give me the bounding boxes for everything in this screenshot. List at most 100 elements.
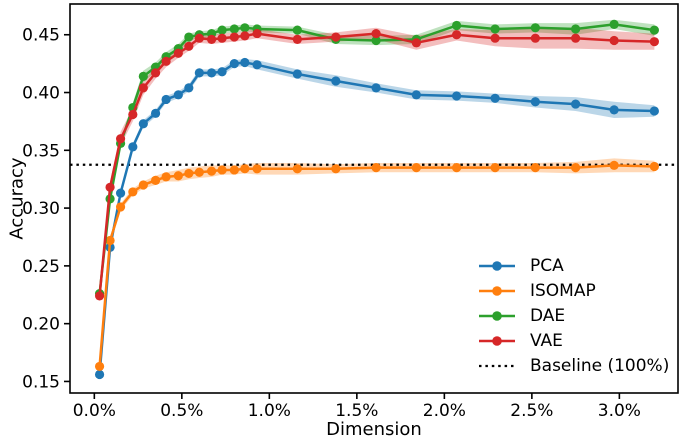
series-PCA-marker	[609, 105, 619, 115]
series-ISOMAP-marker	[240, 164, 250, 174]
legend-label: PCA	[530, 255, 564, 276]
series-PCA-marker	[252, 60, 262, 70]
series-DAE-marker	[571, 24, 581, 34]
series-PCA-marker	[217, 67, 227, 77]
series-VAE-marker	[240, 31, 250, 41]
series-PCA-marker	[530, 97, 540, 107]
series-ISOMAP-marker	[138, 180, 148, 190]
series-PCA-marker	[571, 99, 581, 109]
y-tick-label: 0.35	[22, 141, 60, 161]
series-PCA-marker	[490, 93, 500, 103]
series-VAE-marker	[411, 38, 421, 48]
legend-label: VAE	[530, 330, 563, 351]
series-VAE-marker	[150, 68, 161, 78]
series-DAE-marker	[371, 35, 381, 46]
y-tick-label: 0.40	[22, 84, 60, 104]
x-tick-label: 1.5%	[335, 401, 378, 421]
series-VAE-marker	[530, 33, 540, 43]
series-PCA-marker	[138, 119, 148, 129]
x-tick-label: 1.0%	[248, 401, 291, 421]
x-axis-label: Dimension	[326, 419, 422, 440]
series-VAE-marker	[115, 134, 126, 144]
series-PCA-marker	[371, 83, 381, 93]
series-DAE-marker	[138, 71, 148, 81]
series-ISOMAP-marker	[331, 164, 341, 174]
series-ISOMAP-marker	[530, 163, 540, 173]
x-tick-label: 0.0%	[73, 401, 116, 421]
series-VAE-marker	[571, 33, 581, 43]
series-ISOMAP-marker	[94, 361, 105, 372]
series-DAE-marker	[649, 25, 659, 35]
series-PCA-marker	[173, 90, 183, 100]
plot-frame	[69, 3, 679, 394]
series-PCA-marker	[452, 91, 462, 101]
series-PCA-marker	[331, 76, 341, 86]
series-PCA-marker	[150, 108, 161, 118]
legend-sample-baseline	[479, 364, 515, 367]
series-ISOMAP-marker	[217, 165, 227, 175]
series-VAE-marker	[252, 28, 262, 39]
series-PCA-marker	[94, 369, 105, 380]
series-VAE-marker	[371, 28, 381, 39]
series-VAE-marker	[490, 33, 500, 43]
y-tick-label: 0.30	[22, 199, 60, 219]
series-VAE-marker	[331, 32, 341, 42]
series-PCA-marker	[649, 106, 659, 116]
y-tick-label: 0.25	[22, 257, 60, 277]
series-DAE-marker	[609, 19, 619, 29]
series-ISOMAP-marker	[490, 163, 500, 173]
legend-sample-pca	[479, 260, 515, 271]
legend-item-vae: VAE	[477, 328, 669, 353]
y-tick-label: 0.20	[22, 315, 60, 335]
series-PCA-marker	[128, 142, 138, 152]
y-tick-label: 0.15	[22, 372, 60, 392]
series-ISOMAP-marker	[229, 165, 239, 175]
legend: PCA ISOMAP DAE VAE Baseline (100%)	[477, 253, 669, 378]
legend-item-dae: DAE	[477, 303, 669, 328]
series-VAE-marker	[94, 291, 105, 301]
series-VAE-marker	[609, 35, 619, 46]
series-PCA-marker	[194, 68, 204, 78]
series-PCA-marker	[161, 94, 171, 105]
series-ISOMAP-marker	[649, 161, 659, 172]
series-VAE-marker	[649, 37, 659, 47]
y-tick-label: 0.45	[22, 26, 60, 46]
series-ISOMAP-marker	[115, 202, 126, 212]
series-ISOMAP-marker	[184, 168, 194, 179]
x-tick-label: 3.0%	[598, 401, 641, 421]
series-PCA-marker	[115, 188, 126, 198]
x-tick-label: 0.5%	[160, 401, 203, 421]
series-ISOMAP-marker	[105, 235, 115, 246]
series-PCA-marker	[292, 69, 302, 79]
series-VAE-marker	[128, 109, 138, 120]
series-DAE-marker	[490, 24, 500, 34]
legend-label: ISOMAP	[530, 280, 596, 301]
series-DAE-marker	[229, 24, 239, 34]
legend-sample-vae	[479, 335, 515, 346]
series-PCA-marker	[206, 68, 217, 78]
legend-label: DAE	[530, 305, 566, 326]
y-axis-label: Accuracy	[6, 157, 28, 240]
legend-marker	[492, 260, 502, 271]
legend-item-pca: PCA	[477, 253, 669, 278]
series-VAE-marker	[206, 34, 217, 44]
series-VAE-marker	[138, 83, 148, 93]
series-DAE-marker	[184, 32, 194, 42]
series-ISOMAP-marker	[173, 171, 183, 181]
series-ISOMAP-marker	[292, 164, 302, 174]
series-ISOMAP-marker	[128, 187, 138, 197]
series-PCA-marker	[240, 57, 250, 68]
series-ISOMAP-marker	[411, 163, 421, 173]
series-VAE-marker	[161, 56, 171, 66]
series-VAE-marker	[452, 30, 462, 40]
series-PCA-marker	[229, 59, 239, 69]
series-ISOMAP-marker	[609, 160, 619, 170]
series-DAE-marker	[292, 25, 302, 35]
series-VAE-marker	[173, 48, 183, 58]
series-VAE-marker	[229, 32, 239, 42]
legend-item-isomap: ISOMAP	[477, 278, 669, 303]
legend-sample-isomap	[479, 285, 515, 296]
series-VAE-marker	[217, 33, 227, 43]
